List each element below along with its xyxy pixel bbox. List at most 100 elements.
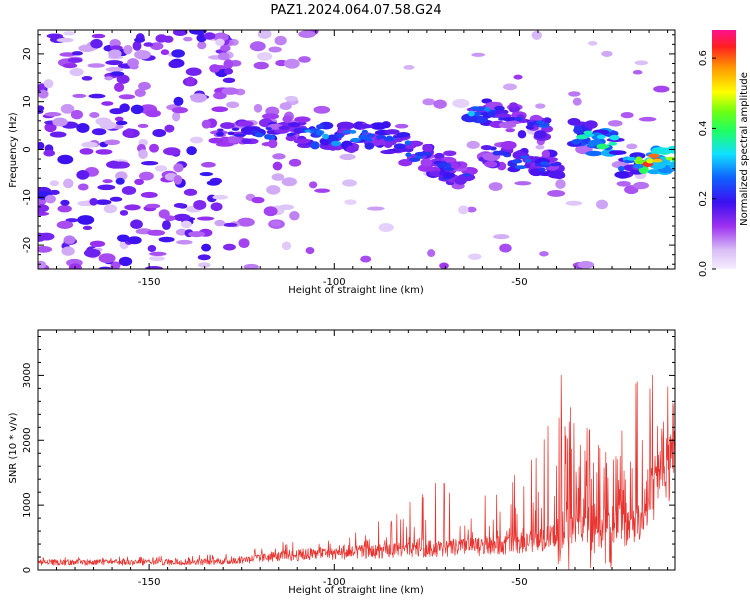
spectrogram-cell [494,105,505,111]
spectrogram-cell [677,165,691,169]
spectrogram-cell [91,128,107,136]
spectrogram-cell [147,244,157,252]
spectrogram-cell [499,243,512,253]
spectrogram-cell [233,133,246,137]
spectrogram-cell [225,136,241,144]
spectrogram-cell [44,194,56,204]
spectrogram-cell [119,103,130,113]
spectrogram-cell [673,151,675,154]
spectrogram-cell [189,30,207,35]
spectrogram-cell [266,185,281,195]
spectrogram-cell [420,158,433,167]
spectrogram-cell [531,30,542,40]
spectrogram-cell [186,146,197,156]
spectrogram-cell [211,106,228,113]
spectrogram-ytick-label: 0 [22,146,33,152]
spectrogram-cell [57,205,72,213]
spectrogram-cell [288,158,302,167]
spectrogram-cell [314,188,331,193]
spectrogram-cell [505,128,515,133]
spectrogram-cell [608,120,623,127]
spectrogram-cell [168,60,181,69]
spectrogram-cell [678,160,685,166]
spectrogram-ylabel: Frequency (Hz) [8,112,19,188]
spectrogram-cell [77,215,95,225]
snr-background [38,330,675,570]
spectrogram-ytick-label: -10 [22,189,33,205]
spectrogram-cell [97,184,116,191]
snr-xlabel: Height of straight line (km) [288,585,424,596]
spectrogram-cell [676,155,687,163]
spectrogram-cell [143,42,154,47]
spectrogram-cell [103,204,118,214]
colorbar-tick-label: 0.6 [698,50,709,66]
spectrogram-cell [535,103,546,109]
spectrogram-cell [38,245,53,253]
spectrogram-cell [237,217,255,227]
spectrogram-cell [212,194,229,200]
spectrogram-cell [60,199,70,206]
spectrogram-cell [209,64,221,73]
spectrogram-cell [44,122,57,133]
spectrogram-cell [69,67,84,77]
spectrogram-cell [493,234,510,240]
spectrogram-cell [173,163,184,173]
spectrogram-cell [617,165,625,172]
spectrogram-cell [393,137,403,143]
spectrogram-cell [282,115,293,123]
spectrogram-cell [471,52,486,57]
spectrogram-cell [346,145,357,154]
spectrogram-cell [104,139,121,146]
spectrogram-cell [652,158,663,163]
spectrogram-cell [137,123,149,128]
snr-ytick-label: 3000 [22,363,33,388]
spectrogram-cell [298,56,311,63]
spectrogram-cell [427,249,436,257]
spectrogram-cell [63,31,75,36]
snr-panel: -150 -100 -50 0 1000 2000 3000 Height of strai… [8,329,676,596]
spectrogram-cell [309,128,319,132]
spectrogram-cell [583,130,593,135]
figure-title: PAZ1.2024.064.07.58.G24 [270,3,441,18]
snr-ylabel: SNR (10 * v/v) [8,412,19,483]
spectrogram-ytick-label: -20 [22,237,33,253]
snr-ytick-label: 1000 [22,492,33,517]
spectrogram-cell [67,57,83,63]
spectrogram-cell [417,164,434,172]
spectrogram-cell [293,128,303,135]
spectrogram-cell [206,180,221,186]
spectrogram-cell [115,177,125,185]
spectrogram-cell [38,105,45,112]
spectrogram-cell [101,101,114,106]
spectrogram-cell [222,77,236,84]
spectrogram-cell [361,129,368,135]
spectrogram-cell [364,142,375,150]
spectrogram-cell [249,41,266,52]
spectrogram-cell [38,211,50,216]
spectrogram-cell [149,256,165,261]
spectrogram-cell [322,133,329,140]
spectrogram-cell [52,117,68,127]
spectrogram-cell [220,122,235,130]
spectrogram-cell [90,38,103,49]
spectrogram-cell [98,253,116,264]
spectrogram-cell [384,129,400,135]
spectrogram-cell [152,128,167,138]
spectrogram-cell [60,103,75,114]
spectrogram-cell [271,173,285,181]
spectrogram-cell [253,61,269,70]
spectrogram-cell [638,116,657,122]
colorbar-tick-label: 0.2 [698,191,709,207]
spectrogram-cell [268,46,282,53]
spectrogram-cell [163,147,181,156]
spectrogram-cell [109,45,123,51]
spectrogram-cell [215,38,225,46]
spectrogram-cell [155,34,168,43]
spectrogram-cell [114,82,125,93]
spectrogram-cell [173,203,186,209]
spectrogram-cell [56,220,74,229]
spectrogram-cell [102,179,113,184]
spectrogram-cell [150,42,164,51]
spectrogram-cell [370,122,387,130]
spectrogram-cell [383,136,394,142]
